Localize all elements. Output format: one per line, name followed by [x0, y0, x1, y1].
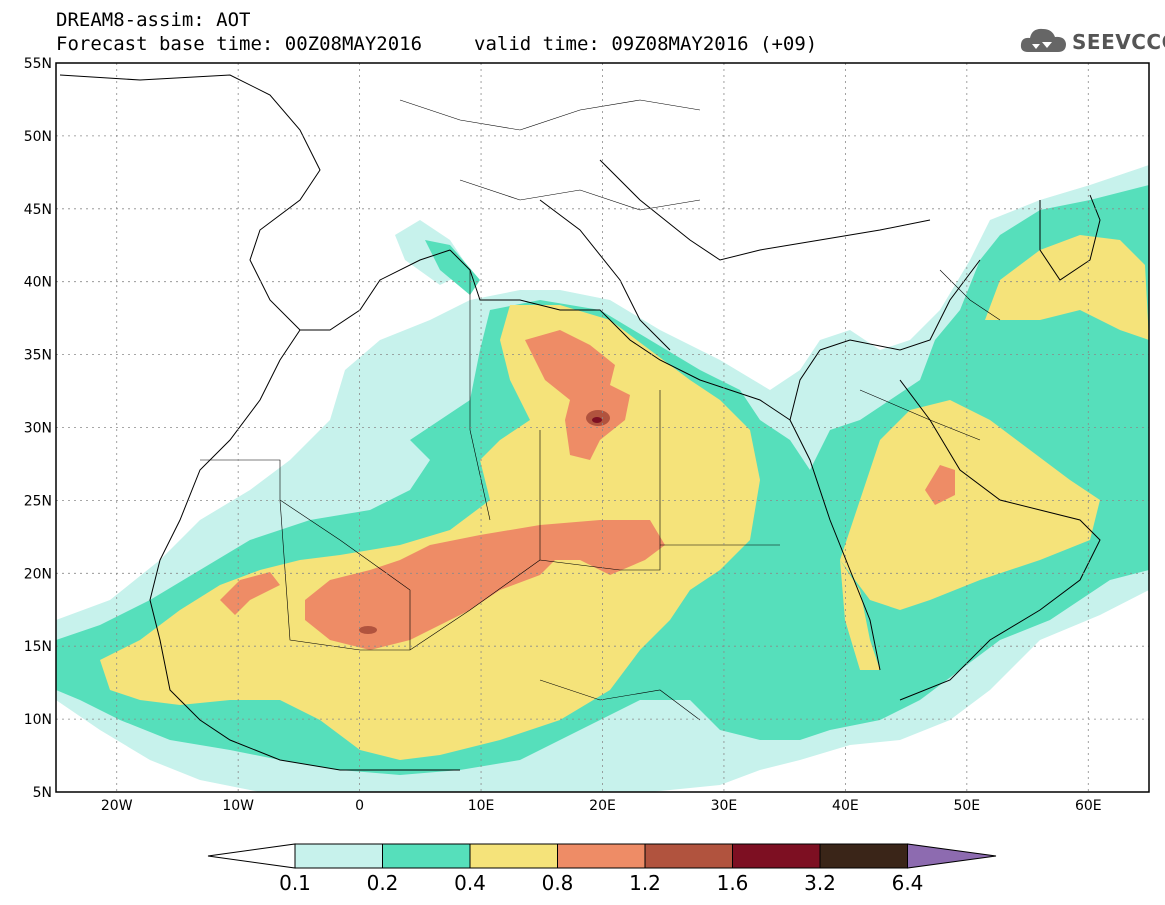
- country-borders: [200, 99, 1001, 721]
- colorbar-swatch: [732, 843, 821, 869]
- lon-tick-label: 30E: [711, 798, 738, 814]
- colorbar-swatch: [644, 843, 733, 869]
- colorbar: 0.1 0.2 0.4 0.8 1.2 1.6 3.2 6.4: [207, 843, 997, 895]
- aot-contour-1.6-libya: [592, 417, 602, 423]
- logo-text: SEEVCCC: [1072, 30, 1165, 54]
- colorbar-under-arrow: [207, 843, 296, 869]
- aot-contour-1.2-niger: [359, 626, 377, 634]
- lon-tick-label: 10E: [468, 798, 495, 814]
- aot-contour-0.8-sahel: [305, 520, 665, 650]
- longitude-labels: 20W 10W 0 10E 20E 30E 40E 50E 60E: [101, 798, 1102, 814]
- colorbar-swatch: [382, 843, 471, 869]
- map-subtitle: Forecast base time: 00Z08MAY2016 valid ti…: [56, 34, 817, 54]
- colorbar-label: 0.4: [454, 871, 486, 895]
- colorbar-swatch: [819, 843, 908, 869]
- map-frame: [55, 62, 1150, 793]
- aot-contour-0.4-redsea: [840, 560, 880, 670]
- colorbar-swatch: [294, 843, 383, 869]
- lon-tick-label: 50E: [953, 798, 980, 814]
- latitude-labels: 5N 10N 15N 20N 25N 30N 35N 40N 45N 50N 55N: [24, 56, 52, 801]
- colorbar-label: 0.8: [542, 871, 574, 895]
- lat-tick-label: 10N: [24, 712, 52, 728]
- colorbar-label: 1.6: [717, 871, 749, 895]
- colorbar-swatch: [557, 843, 646, 869]
- lat-tick-label: 25N: [24, 493, 52, 509]
- cloud-icon: [1020, 28, 1066, 52]
- colorbar-swatch: [469, 843, 558, 869]
- coastlines: [59, 74, 1101, 771]
- valid-time: valid time: 09Z08MAY2016 (+09): [474, 33, 818, 55]
- lon-tick-label: 60E: [1075, 798, 1102, 814]
- colorbar-label: 0.1: [279, 871, 311, 895]
- colorbar-label: 6.4: [892, 871, 924, 895]
- graticule: [56, 63, 1149, 792]
- lat-tick-label: 15N: [24, 639, 52, 655]
- lat-tick-label: 40N: [24, 275, 52, 291]
- base-time: Forecast base time: 00Z08MAY2016: [56, 33, 423, 55]
- lon-tick-label: 0: [355, 798, 364, 814]
- lat-tick-label: 5N: [33, 785, 52, 801]
- lat-tick-label: 30N: [24, 421, 52, 437]
- aot-contour-0.4-arabia: [840, 400, 1100, 610]
- colorbar-label: 0.2: [367, 871, 399, 895]
- lat-tick-label: 50N: [24, 129, 52, 145]
- lon-tick-label: 20W: [101, 798, 133, 814]
- aot-contour-0.4-caspian: [985, 235, 1149, 340]
- colorbar-over-arrow: [907, 843, 997, 869]
- aot-field: [56, 74, 1149, 792]
- map-title: DREAM8-assim: AOT: [56, 9, 251, 31]
- lat-tick-label: 35N: [24, 348, 52, 364]
- aot-contour-0.8-mauritania: [220, 572, 280, 615]
- lon-tick-label: 20E: [589, 798, 616, 814]
- lat-tick-label: 20N: [24, 566, 52, 582]
- colorbar-label: 3.2: [804, 871, 836, 895]
- lat-tick-label: 55N: [24, 56, 52, 72]
- lon-tick-label: 40E: [832, 798, 859, 814]
- colorbar-label: 1.2: [629, 871, 661, 895]
- aot-contour-0.8-arabia: [925, 465, 955, 505]
- lon-tick-label: 10W: [222, 798, 254, 814]
- seevccc-logo: SEEVCCC: [1018, 22, 1165, 56]
- lat-tick-label: 45N: [24, 202, 52, 218]
